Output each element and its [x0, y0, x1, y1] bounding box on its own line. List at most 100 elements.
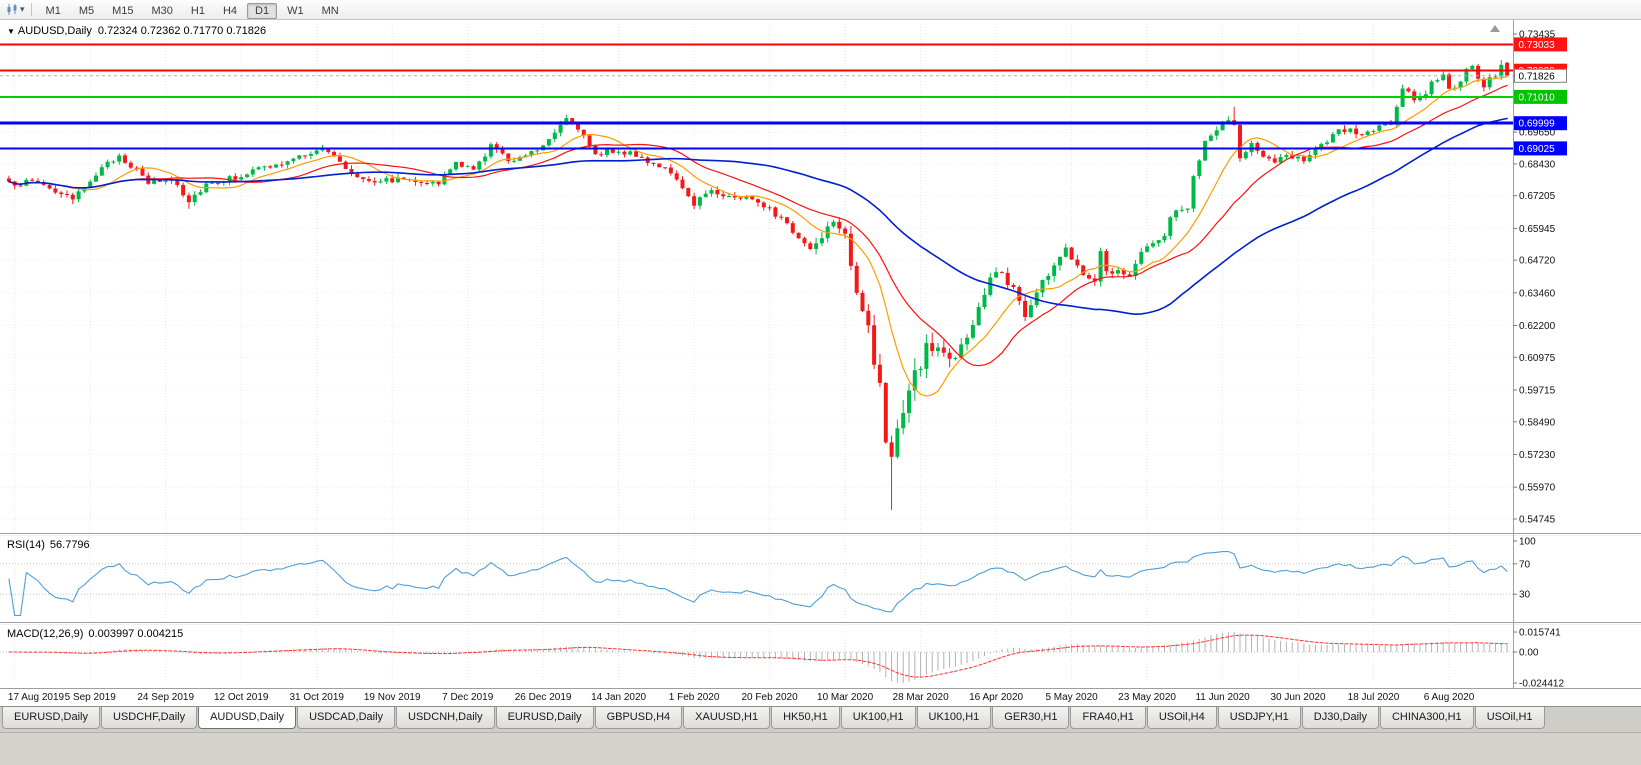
toolbar-separator [30, 3, 32, 16]
chart-tab-eurusd-daily[interactable]: EURUSD,Daily [495, 707, 594, 729]
date-axis-label: 14 Jan 2020 [591, 692, 646, 703]
price-tag-text: 0.69025 [1519, 144, 1556, 155]
timeframe-button-m5[interactable]: M5 [78, 4, 95, 17]
date-axis-label: 19 Nov 2019 [364, 692, 421, 703]
ma-21-line [8, 84, 1508, 367]
chart-tab-dj30-daily[interactable]: DJ30,Daily [1301, 707, 1379, 729]
timeframe-buttons: M1 M5 M15 M30 H1 H4 D1 W1 MN [38, 1, 349, 19]
date-axis-label: 10 Mar 2020 [817, 692, 874, 703]
chart-tab-usdcnh-daily[interactable]: USDCNH,Daily [396, 707, 495, 729]
rsi-value: 56.7796 [49, 539, 90, 551]
price-tag-0.71010 [1514, 89, 1567, 104]
chart-shift-marker [1490, 25, 1500, 32]
chart-tab-china300-h1[interactable]: CHINA300,H1 [1379, 707, 1474, 729]
price-axis-label: 0.73435 [1519, 30, 1556, 41]
price-axis-label: 0.64720 [1519, 256, 1556, 267]
price-axis-label: 0.59715 [1519, 386, 1556, 397]
price-axis-label: 0.57230 [1519, 450, 1556, 461]
date-axis-label: 28 Mar 2020 [893, 692, 950, 703]
price-axis-label: 0.63460 [1519, 288, 1556, 299]
rsi-axis-label: 100 [1519, 537, 1536, 548]
timeframe-button-h4[interactable]: H4 [222, 4, 238, 17]
chart-tab-usdchf-daily[interactable]: USDCHF,Daily [100, 707, 198, 729]
price-axis-label: 0.54745 [1519, 515, 1556, 526]
status-bar [0, 732, 1641, 765]
chart-tab-usdjpy-h1[interactable]: USDJPY,H1 [1217, 707, 1301, 729]
timeframe-button-m30[interactable]: M30 [151, 4, 173, 17]
rsi-line [8, 550, 1508, 617]
ma-10-line [8, 75, 1508, 397]
price-tag-0.69999 [1514, 116, 1567, 131]
timeframe-button-w1[interactable]: W1 [287, 4, 304, 17]
date-axis-label: 18 Jul 2020 [1348, 692, 1400, 703]
date-axis-label: 31 Oct 2019 [289, 692, 344, 703]
price-axis-label: 0.62200 [1519, 321, 1556, 332]
ma-50-line [8, 117, 1508, 316]
price-tag-0.69025 [1514, 141, 1567, 156]
date-axis-label: 23 May 2020 [1118, 692, 1176, 703]
timeframe-button-h1[interactable]: H1 [190, 4, 205, 17]
price-axis-label: 0.68430 [1519, 159, 1556, 170]
macd-name: MACD(12,26,9) [7, 628, 84, 640]
chart-tab-uk100-h1[interactable]: UK100,H1 [840, 707, 916, 729]
timeframe-button-m15[interactable]: M15 [112, 4, 134, 17]
price-tag-text: 0.71010 [1519, 92, 1556, 103]
price-axis-label: 0.67205 [1519, 191, 1556, 202]
price-tag-text: 0.73033 [1519, 40, 1556, 51]
price-axis-label: 0.58490 [1519, 417, 1556, 428]
symbol-dropdown-icon[interactable]: ▼ [7, 27, 15, 36]
chart-tab-hk50-h1[interactable]: HK50,H1 [771, 707, 840, 729]
chart-tab-usdcad-daily[interactable]: USDCAD,Daily [297, 707, 396, 729]
chart-title: ▼ AUDUSD,Daily 0.72324 0.72362 0.71770 0.7… [7, 25, 266, 37]
chart-area[interactable]: 0.73435 0.69650 0.68430 0.67205 0.65945 0.647… [0, 20, 1641, 706]
rsi-name: RSI(14) [7, 539, 45, 551]
macd-signal-line [8, 634, 1508, 678]
price-axis-label: 0.55970 [1519, 483, 1556, 494]
chart-tab-fra40-h1[interactable]: FRA40,H1 [1070, 707, 1146, 729]
macd-axis-label: -0.024412 [1519, 679, 1564, 690]
chart-ohlc-values: 0.72324 0.72362 0.71770 0.71826 [97, 25, 267, 37]
chart-tab-audusd-daily[interactable]: AUDUSD,Daily [198, 707, 297, 729]
date-axis-label: 5 May 2020 [1045, 692, 1098, 703]
price-axis-label: 0.60975 [1519, 353, 1556, 364]
macd-axis-label: 0.015741 [1519, 628, 1561, 639]
date-axis-label: 6 Aug 2020 [1424, 692, 1475, 703]
chart-tab-gbpusd-h4[interactable]: GBPUSD,H4 [594, 707, 683, 729]
price-axis-label: 0.65945 [1519, 224, 1556, 235]
date-axis-label: 17 Aug 2019 [8, 692, 65, 703]
rsi-axis-label: 70 [1519, 559, 1531, 570]
date-axis-label: 7 Dec 2019 [442, 692, 494, 703]
price-axis-label: 0.69650 [1519, 128, 1556, 139]
price-tag-0.71826 [1514, 68, 1567, 83]
timeframe-button-m1[interactable]: M1 [45, 4, 61, 17]
chart-tab-bar: EURUSD,Daily USDCHF,Daily AUDUSD,Daily USDC… [0, 706, 1641, 732]
timeframe-toolbar: ▾ M1 M5 M15 M30 H1 H4 D1 W1 MN [0, 0, 1641, 20]
chevron-down-icon[interactable]: ▾ [20, 4, 25, 14]
price-tag-text: 0.71826 [1519, 71, 1556, 82]
candlestick-chart-icon[interactable] [6, 3, 19, 16]
chart-tab-ger30-h1[interactable]: GER30,H1 [992, 707, 1070, 729]
date-axis-label: 11 Jun 2020 [1195, 692, 1250, 703]
timeframe-button-mn[interactable]: MN [321, 4, 339, 17]
timeframe-button-d1[interactable]: D1 [247, 2, 278, 19]
price-tag-text: 0.69999 [1519, 119, 1556, 130]
date-axis-label: 16 Apr 2020 [969, 692, 1023, 703]
macd-histogram [49, 632, 1508, 683]
rsi-indicator-label: RSI(14) 56.7796 [7, 539, 95, 551]
macd-axis-label: 0.00 [1519, 648, 1539, 659]
chart-tab-eurusd-daily[interactable]: EURUSD,Daily [2, 707, 100, 729]
date-axis-label: 24 Sep 2019 [137, 692, 194, 703]
date-axis-label: 5 Sep 2019 [65, 692, 117, 703]
price-tag-0.73033 [1514, 37, 1567, 52]
chart-tab-uk100-h1[interactable]: UK100,H1 [916, 707, 992, 729]
price-chart-svg: 0.73435 0.69650 0.68430 0.67205 0.65945 0.647… [0, 20, 1641, 706]
date-axis-label: 30 Jun 2020 [1270, 692, 1325, 703]
date-axis-label: 26 Dec 2019 [515, 692, 572, 703]
chart-tab-usoil-h4[interactable]: USOil,H4 [1146, 707, 1217, 729]
macd-indicator-label: MACD(12,26,9) 0.003997 0.004215 [7, 628, 188, 640]
chart-symbol-label: AUDUSD,Daily [17, 25, 92, 37]
date-axis-label: 1 Feb 2020 [669, 692, 720, 703]
chart-tab-usoil-h1[interactable]: USOil,H1 [1474, 707, 1545, 729]
chart-tab-xauusd-h1[interactable]: XAUUSD,H1 [683, 707, 771, 729]
